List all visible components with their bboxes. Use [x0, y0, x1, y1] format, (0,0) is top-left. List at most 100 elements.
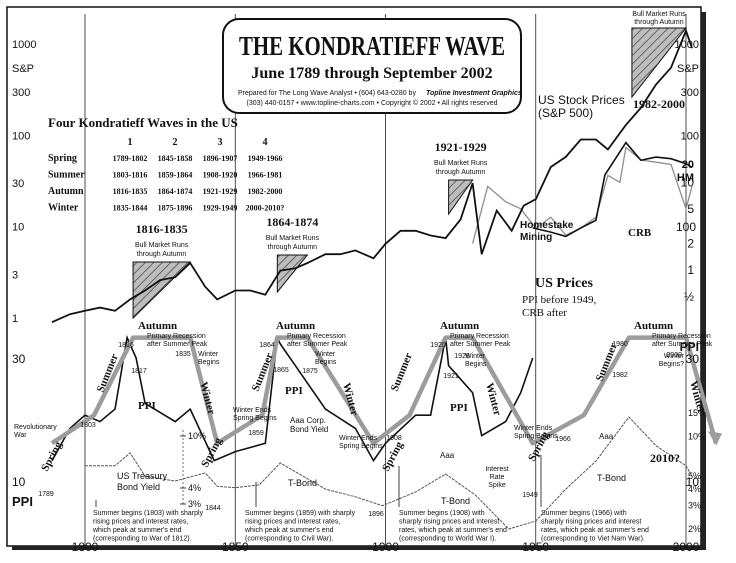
chart-title: THE KONDRATIEFF WAVE	[239, 31, 505, 61]
summer-note-4-line-1: Summer begins (1966) with	[541, 510, 627, 517]
label-ppi-1: PPI	[138, 400, 156, 412]
year-mark-2000: 2000	[666, 352, 682, 359]
summer-note-1-line-4: (corresponding to War of 1812).	[93, 536, 192, 543]
yield-axis-tick-4: 4%	[688, 484, 701, 494]
year-mark-1875: 1875	[302, 368, 318, 375]
label-ppi-2: PPI	[285, 385, 303, 397]
label-tbond-3: T-Bond	[597, 473, 626, 483]
sp-axis-right-tick-1000: 1000	[675, 39, 699, 51]
table-title: Four Kondratieff Waves in the US	[48, 115, 238, 130]
kondratieff-wave-line	[50, 335, 719, 446]
chart-subtitle: June 1789 through September 2002	[251, 65, 492, 82]
winter-begins-label-1-line-1: Winter	[198, 351, 219, 358]
label-aaa-corp-line-2: Bond Yield	[290, 425, 328, 434]
table-cell-1-4: 1949-1966	[248, 154, 283, 163]
bull-market-label-b-4: through Autumn	[634, 19, 684, 26]
credit-line-1: Prepared for The Long Wave Analyst • (60…	[238, 90, 416, 97]
winter-begins-label-2-line-1: Winter	[315, 351, 336, 358]
table-cell-3-2: 1864-1874	[158, 187, 193, 196]
frame-shadow-bottom	[12, 546, 706, 550]
hm-axis-tick-6: ½	[684, 289, 694, 303]
summer-note-3-line-1: Summer begins (1908) with	[399, 510, 485, 517]
sp-axis-left-tick-10: 10	[12, 222, 24, 234]
bull-market-label-a-2: Bull Market Runs	[266, 235, 320, 242]
label-treasury-line-2: Bond Yield	[117, 482, 160, 492]
sp-axis-left-tick-1: 1	[12, 313, 18, 325]
table-cell-4-3: 1929-1949	[203, 204, 238, 213]
bull-market-label-a-4: Bull Market Runs	[632, 11, 686, 18]
summer-note-4-line-4: (corresponding to Viet Nam War).	[541, 536, 645, 543]
yield-mid-tick-2: 4%	[188, 483, 201, 493]
label-homestake-line-2: Mining	[520, 232, 552, 243]
year-mark-1966: 1966	[555, 436, 571, 443]
sp-axis-right-label: S&P	[677, 63, 699, 75]
summer-note-4-line-2: sharply rising prices and interest	[541, 519, 641, 526]
table-cell-4-1: 1835-1844	[113, 204, 148, 213]
year-mark-1949: 1949	[522, 492, 538, 499]
label-treasury-line-1: US Treasury	[117, 471, 168, 481]
x-tick-1950: 1950	[522, 540, 549, 554]
yield-mid-tick-1: 10%	[188, 431, 206, 441]
year-mark-1929: 1929	[454, 353, 470, 360]
summer-note-3-line-2: sharply rising prices and interest	[399, 519, 499, 526]
summer-note-1-line-1: Summer begins (1803) with sharply	[93, 510, 204, 517]
table-season-summer: Summer	[48, 170, 85, 181]
recession-label-3-line-1: Primary Recession	[450, 333, 509, 340]
year-mark-1980: 1980	[612, 341, 628, 348]
waves-table: Four Kondratieff Waves in the US 1 2 3 4 Spr…	[48, 115, 284, 214]
hm-axis-tick-3: 5	[687, 202, 694, 216]
sp-axis-left-tick-3: 3	[12, 269, 18, 281]
sp-axis-left-label: S&P	[12, 63, 34, 75]
label-crb: CRB	[628, 227, 652, 239]
bull-market-box-2	[276, 254, 309, 294]
year-mark-1817: 1817	[131, 368, 147, 375]
table-cell-3-4: 1982-2000	[248, 187, 283, 196]
ppi-axis-right-tick-30: 30	[686, 352, 700, 366]
label-2010: 2010?	[650, 451, 680, 465]
label-aaa-2: Aaa	[599, 432, 614, 441]
recession-label-2-line-2: after Summer Peak	[287, 341, 348, 348]
frame-shadow-right	[701, 12, 706, 550]
winter-ends-label-3-line-2: Spring Begins	[514, 433, 558, 440]
label-homestake-line-1: Homestake	[520, 220, 574, 231]
wave-arrowhead	[708, 431, 723, 446]
table-cell-1-1: 1789-1802	[113, 154, 148, 163]
hm-axis-label: HM	[677, 172, 694, 184]
label-revolutionary-war-line-2: War	[14, 432, 27, 439]
year-mark-1803: 1803	[80, 422, 96, 429]
label-interest-rate-spike-line-2: Rate	[490, 474, 505, 481]
recession-label-1-line-2: after Summer Peak	[147, 341, 208, 348]
winter-begins-label-3-line-1: Winter	[465, 353, 486, 360]
yield-axis-tick-6: 2%	[688, 524, 701, 534]
winter-begins-label-3-line-2: Begins	[465, 361, 487, 368]
bull-market-label-a-3: Bull Market Runs	[434, 160, 488, 167]
summer-note-4-line-3: rates, which peak at summer's end	[541, 527, 649, 534]
summer-note-2-line-3: which peak at summer's end	[244, 527, 334, 534]
table-col-2: 2	[173, 137, 178, 148]
recession-label-4-line-1: Primary Recession	[652, 333, 711, 340]
bull-market-years-1: 1816-1835	[136, 222, 188, 236]
crb-series	[532, 141, 693, 238]
ppi-axis-left-tick-10: 10	[12, 475, 26, 489]
season-autumn-4: Autumn	[634, 320, 673, 332]
yield-axis-tick-2: 10%	[688, 431, 706, 441]
winter-ends-label-3-line-1: Winter Ends	[514, 425, 553, 432]
hm-axis-tick-1: 20	[682, 159, 694, 171]
label-tbond-1: T-Bond	[288, 478, 317, 488]
table-cell-1-2: 1845-1858	[158, 154, 193, 163]
yield-axis-tick-5: 3%	[688, 501, 701, 511]
table-cell-2-4: 1966-1981	[248, 171, 283, 180]
sp-axis-right-tick-300: 300	[681, 87, 699, 99]
label-ppi-3: PPI	[450, 402, 468, 414]
yield-mid-tick-3: 3%	[188, 499, 201, 509]
year-mark-1835: 1835	[175, 351, 191, 358]
summer-note-2-line-2: rising prices and interest rates,	[245, 519, 340, 526]
summer-note-3-line-4: (corresponding to World War I).	[399, 536, 496, 543]
sp-axis-left-tick-300: 300	[12, 87, 30, 99]
bull-market-box-3	[448, 179, 474, 216]
crb-axis-tick: 100	[676, 220, 696, 234]
treasury-yield-series	[85, 416, 693, 530]
table-col-4: 4	[263, 137, 268, 148]
winter-ends-label-1-line-2: Spring Begins	[233, 415, 277, 422]
year-mark-1920: 1920	[430, 342, 446, 349]
